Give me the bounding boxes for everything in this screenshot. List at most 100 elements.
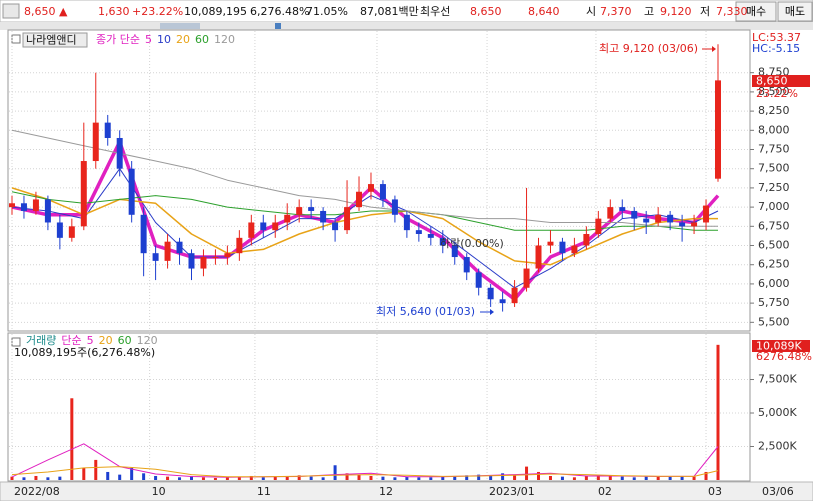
volume-bar (572, 477, 576, 480)
last-date: 03/06 (762, 485, 794, 498)
candle-body (511, 287, 518, 304)
y-tick-label: 6,000 (758, 277, 790, 290)
buy-button[interactable] (735, 1, 777, 22)
candle-body (547, 241, 554, 246)
candle-body (308, 207, 315, 211)
high-arrowhead (712, 46, 716, 52)
volume-bar (584, 475, 588, 480)
candle-body (643, 218, 650, 223)
candle-body (487, 287, 494, 300)
candle-body (379, 184, 386, 200)
volume-ratio: 6276.48% (756, 350, 812, 363)
volume-bar (273, 476, 277, 480)
legend-entry: 10 (157, 33, 171, 46)
candle-body (655, 214, 662, 223)
quote-item: 10,089,195 (184, 5, 247, 18)
volume-bar (680, 475, 684, 480)
volume-bar (82, 467, 86, 480)
mid-annotation: 하락(0.00%) (440, 236, 504, 250)
volume-bar (34, 475, 38, 480)
candle-body (367, 184, 374, 192)
candle-body (356, 191, 363, 208)
buy-label[interactable]: 매수 (746, 5, 766, 18)
y-tick-label: 6,500 (758, 239, 790, 252)
volume-bar (249, 475, 253, 480)
legend-entry: 5 (145, 33, 152, 46)
y-tick-label: 5,750 (758, 296, 790, 309)
y-tick-label: 5,000K (758, 406, 797, 419)
y-tick-label: 5,500 (758, 315, 790, 328)
volume-bar (537, 471, 541, 480)
high-annotation: 최고 9,120 (03/06) (599, 42, 698, 55)
quote-item: 6,276.48% (250, 5, 309, 18)
x-tick-label: 12 (379, 485, 393, 498)
candle-body (200, 257, 207, 269)
candle-body (128, 168, 135, 215)
legend-entry: 20 (176, 33, 190, 46)
candle-body (679, 222, 686, 227)
volume-bar (548, 475, 552, 480)
volume-bar (477, 474, 481, 480)
volume-bar (333, 465, 337, 480)
candle-body (475, 272, 482, 288)
last-volume: 10,089K (756, 340, 802, 353)
volume-bar (106, 471, 110, 480)
volume-bar (608, 475, 612, 480)
candle-body (427, 233, 434, 238)
volume-bar (237, 476, 241, 480)
candle-body (260, 222, 267, 231)
candle-body (188, 253, 195, 269)
volume-bar (357, 474, 361, 480)
legend-sub: 단순 (61, 334, 81, 347)
moving-average (11, 129, 718, 227)
legend-entry: 60 (118, 334, 132, 347)
volume-bar (201, 477, 205, 480)
name-tag: 나라엠앤디 (26, 34, 77, 47)
candle-body (68, 226, 75, 238)
candle-body (272, 222, 279, 231)
quote-item: 1,630 (98, 5, 130, 18)
volume-bar (513, 475, 517, 480)
quote-item: 87,081백만 (360, 5, 419, 18)
quote-item: 8,650 (470, 5, 502, 18)
candle-body (703, 205, 710, 223)
volume-bar (489, 475, 493, 480)
candle-body (391, 199, 398, 215)
volume-bar (465, 475, 469, 480)
volume-bar (620, 476, 624, 480)
quote-item: 저 (700, 5, 710, 18)
x-tick-label: 10 (152, 485, 166, 498)
candle-body (320, 210, 327, 223)
volume-bar (656, 475, 660, 480)
volume-bar (261, 477, 265, 480)
candle-body (463, 257, 470, 273)
candle-body (284, 214, 291, 223)
low-annotation: 최저 5,640 (01/03) (376, 305, 475, 318)
volume-bar (46, 477, 50, 480)
sell-label[interactable]: 매도 (785, 5, 805, 18)
quote-item: 시 (586, 5, 596, 18)
candle-body (415, 230, 422, 234)
volume-bar (716, 344, 720, 480)
volume-bar (525, 466, 529, 480)
panel-icon (11, 337, 21, 347)
moving-average (11, 443, 719, 478)
candle-body (140, 214, 147, 254)
candle-body (631, 210, 638, 219)
volume-bar (22, 477, 26, 480)
candle-body (116, 137, 123, 169)
volume-bar (644, 476, 648, 480)
y-tick-label: 6,750 (758, 219, 790, 232)
candle-body (607, 207, 614, 219)
x-tick-label: 2023/01 (489, 485, 535, 498)
legend-entry: 120 (214, 33, 235, 46)
volume-bar (285, 475, 289, 480)
toolbar-icon (275, 23, 281, 29)
last-price-box (752, 75, 810, 87)
name-tag-box (22, 32, 88, 48)
volume-bar (393, 477, 397, 480)
volume-bar (154, 475, 158, 480)
volume-bar (453, 475, 457, 480)
sell-button[interactable] (777, 1, 813, 22)
